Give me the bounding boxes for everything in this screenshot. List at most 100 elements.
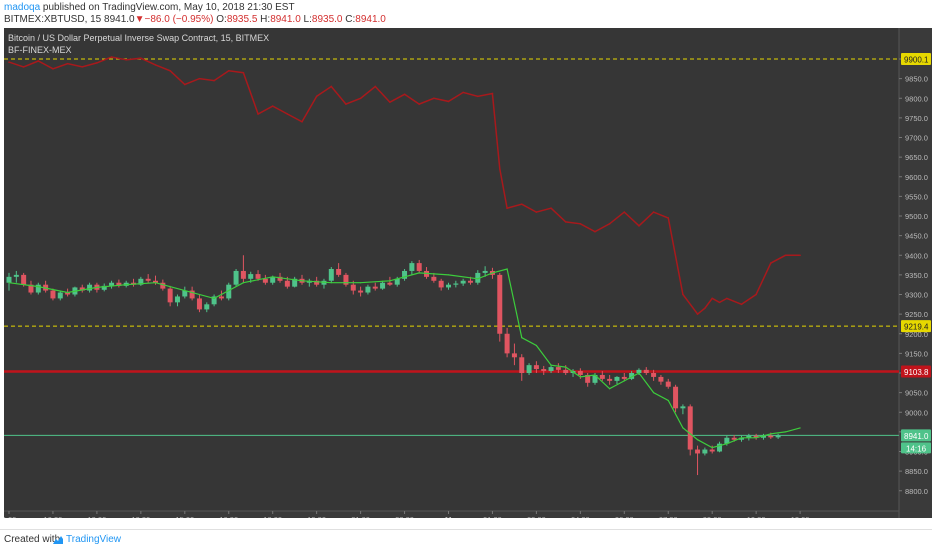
candle-body[interactable]: [153, 280, 158, 283]
candle-body[interactable]: [262, 278, 268, 283]
candle-body[interactable]: [519, 357, 525, 373]
candle-body[interactable]: [746, 435, 752, 438]
series-legend[interactable]: Bitcoin / US Dollar Perpetual Inverse Sw…: [8, 33, 270, 43]
candle-body[interactable]: [526, 365, 532, 373]
candle-body[interactable]: [380, 282, 386, 289]
candle-body[interactable]: [629, 373, 635, 379]
candle-body[interactable]: [402, 270, 408, 279]
candle-body[interactable]: [636, 369, 642, 373]
candle-body[interactable]: [731, 437, 737, 440]
candle-body[interactable]: [35, 284, 41, 293]
candle-body[interactable]: [497, 274, 503, 334]
candle-body[interactable]: [372, 286, 378, 289]
candle-body[interactable]: [116, 282, 122, 286]
candle-body[interactable]: [511, 353, 517, 358]
candle-body[interactable]: [28, 284, 34, 293]
candle-body[interactable]: [314, 280, 320, 285]
candle-body[interactable]: [13, 274, 19, 277]
candle-body[interactable]: [167, 288, 173, 303]
candle-body[interactable]: [467, 280, 473, 283]
candle-body[interactable]: [343, 274, 349, 285]
candle-body[interactable]: [460, 280, 466, 284]
candle-body[interactable]: [563, 369, 569, 373]
candle-body[interactable]: [79, 287, 85, 291]
candle-body[interactable]: [101, 285, 107, 290]
candle-body[interactable]: [233, 270, 239, 285]
candle-body[interactable]: [768, 435, 774, 438]
candle-body[interactable]: [643, 369, 649, 373]
candle-body[interactable]: [394, 278, 400, 285]
candle-body[interactable]: [145, 278, 151, 281]
candle-body[interactable]: [218, 296, 224, 299]
candle-body[interactable]: [387, 282, 393, 285]
candle-body[interactable]: [687, 406, 693, 450]
candle-body[interactable]: [760, 435, 766, 438]
candle-body[interactable]: [555, 367, 561, 370]
candle-body[interactable]: [240, 270, 246, 279]
candle-body[interactable]: [87, 284, 93, 291]
candle-body[interactable]: [482, 270, 488, 273]
candle-body[interactable]: [775, 435, 781, 438]
candle-body[interactable]: [621, 376, 627, 379]
author-link[interactable]: madoqa: [4, 2, 41, 13]
candle-body[interactable]: [533, 365, 539, 370]
candle-body[interactable]: [336, 268, 342, 275]
candle-body[interactable]: [695, 449, 701, 454]
candle-body[interactable]: [284, 280, 290, 287]
price-chart[interactable]: 9900.09850.09800.09750.09700.09650.09600…: [4, 28, 932, 518]
candle-body[interactable]: [328, 268, 334, 281]
candle-body[interactable]: [248, 274, 254, 279]
candle-body[interactable]: [6, 276, 12, 283]
candle-body[interactable]: [475, 272, 481, 283]
candle-body[interactable]: [189, 290, 195, 299]
spread-line[interactable]: [8, 56, 801, 316]
candle-body[interactable]: [358, 290, 364, 293]
candle-body[interactable]: [577, 371, 583, 375]
candle-body[interactable]: [211, 296, 217, 305]
candle-body[interactable]: [753, 435, 759, 438]
candle-body[interactable]: [65, 292, 71, 295]
candle-body[interactable]: [438, 280, 444, 288]
candle-body[interactable]: [409, 263, 415, 271]
candle-body[interactable]: [446, 284, 451, 288]
candle-body[interactable]: [196, 298, 202, 310]
candle-body[interactable]: [277, 276, 283, 281]
candle-body[interactable]: [504, 333, 510, 354]
candle-body[interactable]: [204, 304, 210, 310]
candle-body[interactable]: [709, 449, 715, 452]
candle-body[interactable]: [658, 376, 664, 382]
candle-body[interactable]: [174, 296, 180, 303]
tradingview-logo-icon[interactable]: [52, 535, 64, 545]
candle-body[interactable]: [548, 367, 554, 372]
time-axis[interactable]: 9:00 10:30 12:00 13:30 15:00 16:30 18:00 19:30 2…: [4, 511, 809, 518]
candle-body[interactable]: [673, 386, 679, 409]
candle-body[interactable]: [717, 443, 723, 452]
candle-body[interactable]: [585, 374, 591, 383]
candle-body[interactable]: [614, 376, 620, 381]
tradingview-brand-link[interactable]: TradingView: [66, 534, 122, 545]
candle-body[interactable]: [541, 369, 547, 372]
candle-body[interactable]: [182, 290, 188, 297]
candle-body[interactable]: [592, 374, 598, 383]
overlay-legend[interactable]: BF-FINEX-MEX: [8, 45, 72, 55]
candle-body[interactable]: [270, 276, 276, 283]
candle-body[interactable]: [21, 274, 27, 285]
candle-body[interactable]: [607, 378, 613, 381]
candle-body[interactable]: [739, 437, 744, 440]
candle-body[interactable]: [109, 282, 115, 286]
candle-body[interactable]: [350, 284, 356, 291]
candle-body[interactable]: [365, 286, 371, 293]
candle-body[interactable]: [680, 406, 686, 409]
candle-body[interactable]: [138, 278, 144, 285]
candle-body[interactable]: [599, 374, 605, 379]
candle-body[interactable]: [651, 373, 657, 377]
candle-body[interactable]: [416, 263, 422, 271]
candle-body[interactable]: [255, 274, 261, 279]
candle-body[interactable]: [292, 278, 298, 287]
candle-body[interactable]: [665, 381, 671, 387]
candle-body[interactable]: [453, 283, 459, 285]
candle-body[interactable]: [724, 437, 730, 444]
candle-body[interactable]: [226, 284, 232, 299]
candle-body[interactable]: [702, 449, 708, 454]
candle-body[interactable]: [431, 276, 437, 281]
